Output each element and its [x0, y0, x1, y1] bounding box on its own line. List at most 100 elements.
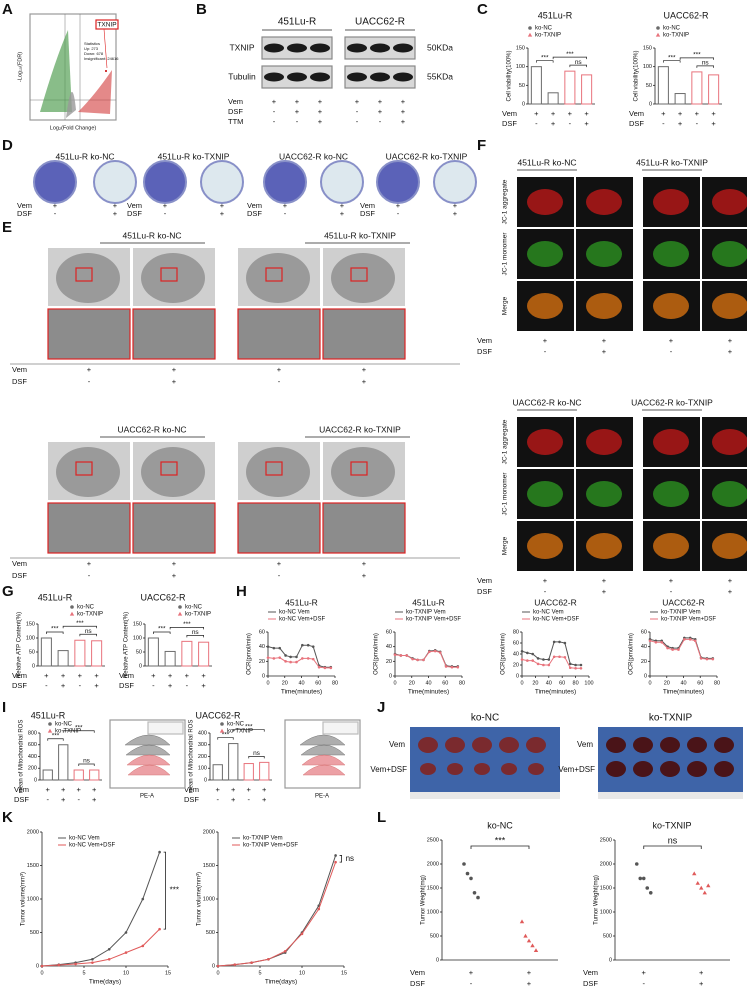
treatment-sign: +: [78, 671, 83, 680]
x-axis-label: Time(days): [265, 979, 297, 986]
treatment-sign: +: [92, 785, 97, 794]
treatment-sign: +: [318, 97, 323, 106]
significance-label: ***: [52, 732, 60, 739]
point: [334, 860, 337, 864]
bar: [58, 744, 69, 781]
treatment-label: DSF: [119, 681, 134, 690]
point: [266, 656, 270, 659]
x-tick-label: 60: [315, 680, 321, 686]
y-axis-label: Tumor Weight(mg): [421, 875, 427, 925]
band-size: 50KDa: [427, 42, 453, 52]
y-tick-label: 2000: [427, 861, 439, 867]
significance-label: ***: [76, 620, 84, 627]
zoom-box: [350, 461, 368, 476]
x-tick-label: 100: [584, 680, 593, 686]
chart-title: 451Lu-R: [31, 710, 66, 720]
bar: [228, 743, 239, 781]
y-tick-label: 1000: [427, 909, 439, 915]
tumor: [660, 761, 680, 777]
treatment-sign: -: [696, 119, 699, 128]
treatment-sign: +: [168, 671, 173, 680]
block-title: 451Lu-R ko-NC: [517, 157, 576, 167]
y-tick-label: 60: [259, 629, 265, 635]
y-tick-label: 100: [643, 64, 652, 70]
series-line: [649, 637, 713, 659]
significance-label: ***: [541, 54, 549, 61]
treatment-label: Vem: [184, 785, 199, 794]
point: [547, 663, 551, 667]
y-tick-label: 200: [28, 766, 37, 772]
x-tick-label: 60: [442, 680, 448, 686]
channel-label: JC-1 aggregate: [502, 179, 509, 224]
y-axis-label: mean of Mitochondrial ROS: [19, 720, 25, 794]
y-axis-label: OCR(pmol/min): [247, 633, 253, 675]
y-axis-label: Tumor volume(mm³): [197, 872, 203, 926]
treatment-sign: +: [678, 109, 683, 118]
tumor: [420, 763, 436, 775]
treatment-sign: -: [643, 979, 646, 988]
treatment-sign: +: [318, 107, 323, 116]
treatment-sign: +: [318, 117, 323, 126]
point-cloud: [40, 30, 72, 112]
y-tick-label: 40: [386, 644, 392, 650]
plate: [320, 160, 364, 204]
treatment-sign: +: [201, 681, 206, 690]
treatment-sign: -: [470, 979, 473, 988]
x-axis-label: Time(minutes): [535, 689, 576, 696]
tem-zoom: [47, 308, 131, 360]
treatment-sign: +: [61, 795, 66, 804]
point: [272, 657, 276, 660]
y-axis-label: OCR(pmol/min): [629, 633, 635, 675]
treatment-sign: +: [92, 795, 97, 804]
treatment-sign: +: [401, 97, 406, 106]
chart-title: ko-NC: [487, 820, 513, 830]
point: [216, 964, 220, 968]
significance-label: ***: [222, 731, 230, 738]
x-axis-label: PE-A: [315, 794, 329, 800]
point: [531, 652, 535, 656]
significance-label: ***: [668, 54, 676, 61]
tumor: [606, 761, 626, 777]
blot-band: [310, 72, 330, 82]
y-axis-label: Tumor volume(mm³): [21, 872, 27, 926]
point: [568, 662, 572, 666]
treatment-sign: +: [113, 209, 118, 218]
y-tick-label: 150: [26, 621, 35, 627]
y-tick-label: 50: [136, 649, 142, 655]
point: [558, 655, 561, 659]
point: [105, 70, 107, 72]
panel-letter: C: [477, 1, 488, 18]
channel-label: Merge: [502, 536, 509, 555]
x-tick-label: 60: [559, 680, 565, 686]
treatment-sign: +: [216, 785, 221, 794]
treatment-sign: +: [185, 671, 190, 680]
cell-signal: [712, 481, 747, 507]
treatment-sign: -: [217, 795, 220, 804]
y-axis-label: Relative ATP Content(%): [124, 612, 130, 678]
treatment-sign: +: [378, 97, 383, 106]
row-label: Vem: [577, 740, 593, 749]
x-tick-label: 80: [714, 680, 720, 686]
x-axis-label: Time(days): [89, 979, 121, 986]
treatment-sign: +: [46, 785, 51, 794]
zoom-box: [265, 267, 283, 282]
significance-label: ns: [575, 59, 583, 66]
y-tick-label: 1500: [427, 885, 439, 891]
treatment-sign: -: [284, 209, 287, 218]
y-tick-label: 400: [198, 730, 207, 736]
significance-bracket: [232, 729, 265, 732]
treatment-sign: +: [172, 365, 177, 374]
series-line: [521, 656, 581, 669]
bar: [73, 769, 84, 781]
point: [552, 640, 556, 644]
histogram-curve: [125, 744, 171, 756]
tumor: [633, 761, 653, 777]
point: [91, 958, 94, 961]
x-tick-label: 0: [393, 680, 396, 686]
y-tick-label: 0: [204, 777, 207, 783]
legend-label: ko-TXNIP Vem+DSF: [243, 843, 298, 849]
y-tick-label: 0: [436, 957, 439, 963]
legend-label: ko-TXNIP: [227, 729, 253, 735]
panel-letter: L: [377, 809, 386, 826]
legend-label: ko-TXNIP Vem+DSF: [406, 617, 461, 623]
